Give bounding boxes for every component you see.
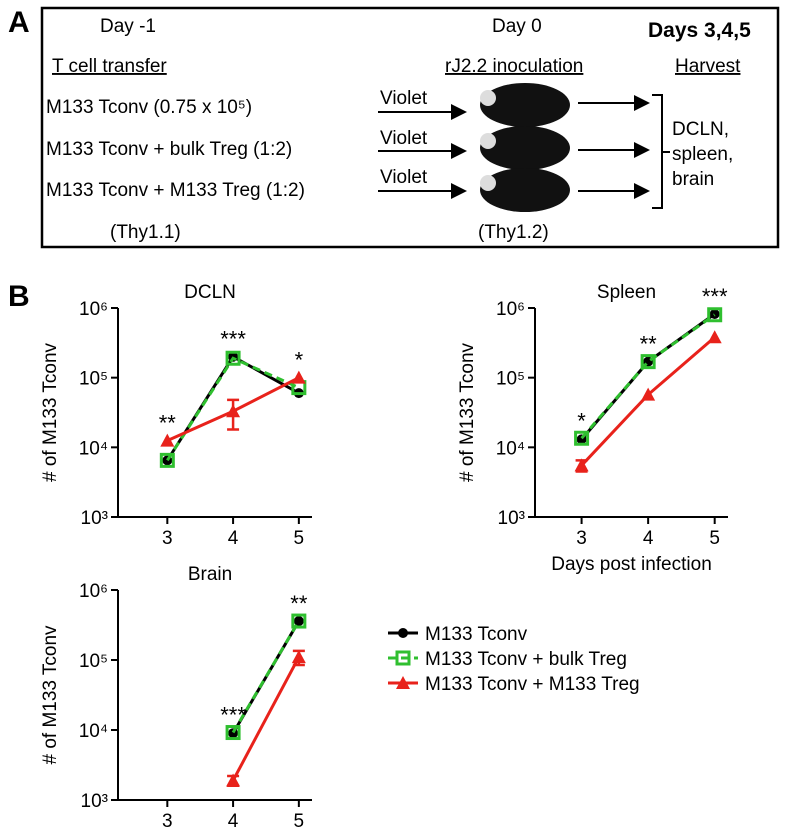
group-label: M133 Tconv (0.75 x 10⁵) [46,97,252,118]
significance: *** [702,284,728,309]
data-point [291,650,306,664]
significance: * [295,348,304,373]
x-tick-label: 3 [162,528,173,549]
y-axis-label: # of M133 Tconv [40,625,61,765]
mice [480,83,570,212]
data-point [640,354,656,370]
bracket [652,94,670,209]
series-line [166,356,300,462]
y-tick-label: 10³ [498,508,525,529]
panel-label: A [8,6,30,39]
significance: *** [220,327,246,352]
series-line [580,313,716,440]
harvest-site: DCLN, [672,119,729,140]
data-point [293,616,304,627]
chart-title: Brain [188,564,232,585]
x-tick-label: 4 [228,528,239,549]
data-point [226,773,241,787]
y-tick-label: 10⁴ [79,721,108,742]
y-tick-label: 10³ [81,791,108,812]
x-tick-label: 5 [294,811,305,832]
x-tick-label: 4 [643,528,654,549]
data-point [291,370,306,384]
panel-label: B [8,280,30,313]
y-tick-label: 10⁶ [496,299,525,320]
group-label: M133 Tconv + bulk Treg (1:2) [46,139,292,160]
y-axis-label: # of M133 Tconv [40,342,61,482]
series-line [231,620,301,734]
data-point [159,452,175,468]
chart-title: Spleen [597,282,656,303]
data-point [709,309,720,320]
legend-label: M133 Tconv [425,624,528,645]
data-point [574,458,589,472]
strain-label: (Thy1.2) [478,222,549,243]
header: Harvest [675,56,741,77]
x-tick-label: 3 [162,811,173,832]
data-point [226,404,241,418]
y-tick-label: 10³ [81,508,108,529]
y-axis-label: # of M133 Tconv [457,342,478,482]
y-tick-label: 10⁶ [79,299,108,320]
data-point [641,387,656,401]
data-point [574,430,590,446]
series-line [231,656,301,782]
x-tick-label: 3 [576,528,587,549]
data-point [225,725,241,741]
legend-label: M133 Tconv + bulk Treg [425,649,627,670]
x-tick-label: 5 [709,528,720,549]
x-tick-label: 4 [228,811,239,832]
x-tick-label: 5 [294,528,305,549]
header: T cell transfer [52,56,167,77]
significance: ** [159,411,177,436]
data-point [707,330,722,344]
arrow-label: Violet [380,167,428,188]
legend-marker [398,628,408,638]
panel-a-box [40,6,780,249]
data-point [707,307,723,323]
harvest-site: spleen, [672,144,733,165]
day-label: Days 3,4,5 [648,19,751,42]
data-point [225,350,241,366]
x-axis-label: Days post infection [551,554,712,575]
legend-marker [396,676,410,689]
y-tick-label: 10⁵ [496,369,525,390]
arrows [378,95,650,199]
arrow-label: Violet [380,128,428,149]
day-label: Day -1 [100,16,156,37]
arrow-label: Violet [380,88,428,109]
header: rJ2.2 inoculation [445,56,583,77]
strain-label: (Thy1.1) [110,222,181,243]
legend-marker [395,650,411,666]
legend-label: M133 Tconv + M133 Treg [425,674,640,695]
y-tick-label: 10⁶ [79,581,108,602]
data-point [160,433,175,447]
significance: *** [220,703,246,728]
significance: * [577,408,586,433]
chart-title: DCLN [184,282,236,303]
y-tick-label: 10⁵ [79,369,108,390]
y-tick-label: 10⁵ [79,651,108,672]
data-point [291,613,307,629]
significance: ** [290,591,308,616]
day-label: Day 0 [492,16,542,37]
group-label: M133 Tconv + M133 Treg (1:2) [46,180,305,201]
significance: ** [640,332,658,357]
harvest-site: brain [672,169,714,190]
y-tick-label: 10⁴ [496,438,525,459]
y-tick-label: 10⁴ [79,438,108,459]
